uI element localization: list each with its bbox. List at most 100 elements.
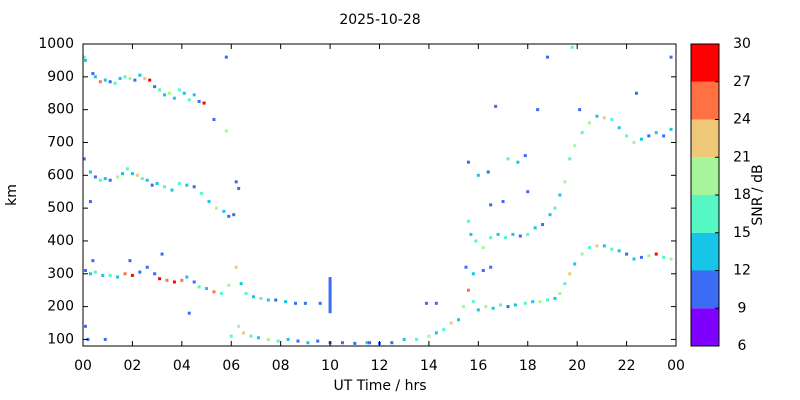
data-point (123, 75, 127, 79)
data-point (625, 134, 629, 138)
data-point (165, 278, 169, 282)
data-point (172, 280, 176, 284)
data-point (602, 244, 606, 248)
data-point (570, 45, 574, 49)
data-point (595, 114, 599, 118)
data-point (143, 76, 147, 80)
data-point (93, 75, 97, 79)
data-point (128, 76, 132, 80)
data-point (138, 270, 142, 274)
colorbar-label: SNR / dB (750, 164, 766, 225)
data-point (167, 91, 171, 95)
data-point (415, 337, 419, 341)
data-point (617, 249, 621, 253)
data-point (229, 334, 233, 338)
data-point (83, 324, 87, 328)
data-point (113, 81, 117, 85)
data-point (296, 339, 300, 343)
x-tick-label: 22 (618, 358, 636, 374)
data-point (222, 209, 226, 213)
data-point (177, 88, 181, 92)
data-point (121, 172, 125, 176)
x-tick-label: 20 (568, 358, 586, 374)
data-point (595, 244, 599, 248)
data-point (553, 206, 557, 210)
data-point (200, 191, 204, 195)
data-point (128, 259, 132, 263)
data-point (237, 186, 241, 190)
data-point (489, 236, 493, 240)
data-point (489, 203, 493, 207)
data-point (625, 252, 629, 256)
data-point (259, 296, 263, 300)
data-point (93, 175, 97, 179)
data-point (669, 55, 673, 59)
data-point (214, 206, 218, 210)
data-point (180, 278, 184, 282)
colorbar-tick-label: 24 (733, 112, 751, 128)
plot-frame (82, 43, 677, 347)
data-point (135, 173, 139, 177)
y-axis-label: km (4, 184, 20, 206)
data-point (219, 291, 223, 295)
data-point (130, 273, 134, 277)
data-point (442, 328, 446, 332)
colorbar-tick-label: 12 (733, 263, 751, 279)
data-point (158, 88, 162, 92)
data-point (504, 236, 508, 240)
data-point (526, 232, 530, 236)
data-point (133, 78, 137, 82)
data-point (481, 269, 485, 272)
data-point (125, 167, 129, 171)
data-point (170, 188, 174, 192)
data-point (457, 318, 461, 322)
data-point (232, 213, 236, 217)
data-point (98, 178, 102, 182)
x-tick-label: 18 (519, 358, 537, 374)
data-point (88, 200, 92, 204)
data-point (138, 73, 142, 77)
data-point (182, 91, 186, 95)
data-point (205, 287, 209, 291)
data-point (163, 93, 167, 97)
data-point (227, 283, 231, 287)
data-point (464, 265, 468, 269)
data-point (212, 290, 216, 294)
data-point (251, 295, 255, 299)
data-point (101, 273, 105, 277)
x-tick-label: 02 (124, 358, 142, 374)
data-point (187, 311, 191, 315)
y-tick-label: 900 (47, 69, 74, 85)
data-point (449, 321, 453, 325)
data-point (634, 91, 638, 95)
data-point (471, 300, 475, 304)
data-point (274, 298, 278, 302)
x-axis-label: UT Time / hrs (333, 378, 426, 394)
data-point (158, 277, 162, 281)
data-point (103, 337, 107, 341)
data-point (116, 175, 120, 179)
data-point (580, 252, 584, 256)
data-point (185, 275, 189, 279)
data-point (93, 270, 97, 274)
data-point (546, 298, 550, 302)
colorbar-segment (691, 81, 719, 120)
colorbar-tick-label: 21 (733, 149, 751, 165)
data-point (303, 301, 307, 305)
y-tick-label: 400 (47, 233, 74, 249)
data-point (163, 185, 167, 189)
data-point (98, 80, 102, 84)
data-point (632, 257, 636, 261)
data-point (116, 275, 120, 279)
data-point (306, 341, 310, 345)
x-tick-label: 06 (222, 358, 240, 374)
data-point (526, 190, 530, 194)
data-point (466, 219, 470, 223)
data-point (654, 131, 658, 135)
data-point (242, 331, 246, 335)
data-point (192, 185, 196, 189)
data-point (197, 285, 201, 289)
data-point (639, 137, 643, 141)
data-point (153, 85, 157, 89)
data-point (266, 337, 270, 341)
